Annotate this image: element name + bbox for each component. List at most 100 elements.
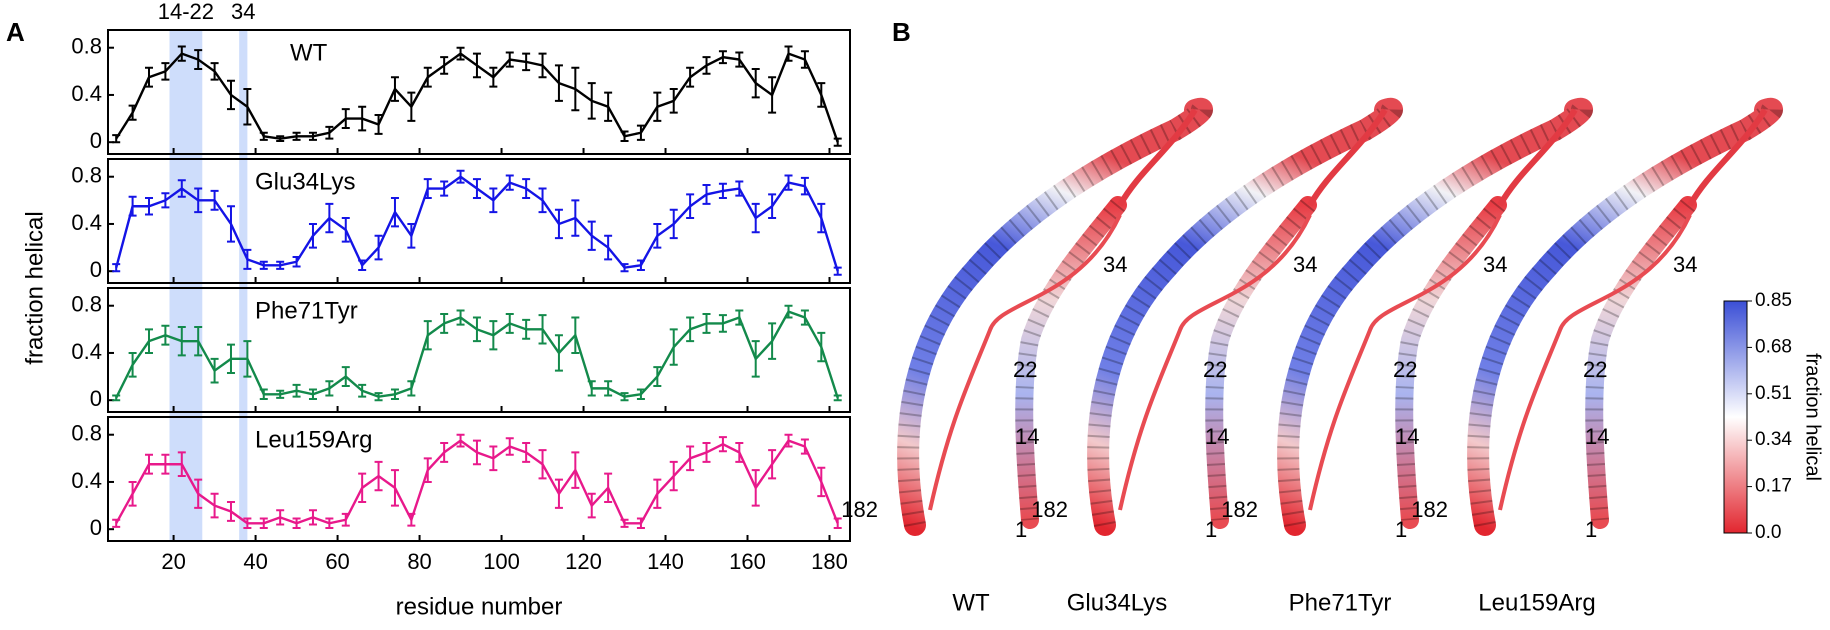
error-bar (194, 187, 203, 214)
colorbar-tick-label: 0.85 (1755, 290, 1792, 311)
error-bar (768, 193, 777, 220)
x-tick-label: 160 (729, 549, 766, 574)
ribbon-turns (1015, 199, 1126, 521)
error-bar (226, 501, 235, 522)
y-tick-label: 0.4 (71, 339, 102, 364)
error-bar (833, 394, 842, 402)
error-bar (374, 234, 383, 261)
error-bar (751, 340, 760, 378)
error-bar (718, 182, 727, 199)
x-tick-label: 180 (811, 549, 848, 574)
error-bar (144, 453, 153, 475)
error-bar (751, 67, 760, 99)
error-bar (735, 51, 744, 68)
error-bar (128, 195, 137, 217)
highlight-label: 14-22 (158, 0, 214, 24)
colorbar (1723, 300, 1748, 534)
error-bar (702, 312, 711, 334)
loop (1118, 214, 1312, 511)
error-bar (669, 88, 678, 114)
error-bar (325, 202, 334, 234)
error-bar (489, 66, 498, 88)
error-bar (636, 124, 645, 141)
error-bar (768, 449, 777, 480)
error-bar (505, 51, 514, 68)
y-tick-label: 0.4 (71, 81, 102, 106)
protein-structure (1087, 97, 1403, 536)
error-bar (407, 91, 416, 122)
x-tick-label: 120 (565, 549, 602, 574)
error-bar (571, 316, 580, 354)
error-bar (325, 517, 334, 530)
error-bar (390, 469, 399, 507)
plot-frame (107, 158, 851, 284)
error-bar (554, 208, 563, 240)
error-bar (407, 380, 416, 397)
error-bar (177, 325, 186, 357)
error-bar (226, 343, 235, 375)
error-bar (161, 453, 170, 475)
error-bar (587, 380, 596, 397)
error-bar (571, 451, 580, 489)
x-tick-label: 20 (161, 549, 185, 574)
error-bar (194, 478, 203, 509)
error-bar (636, 388, 645, 401)
error-bar (177, 179, 186, 198)
error-bar (751, 469, 760, 507)
colorbar-tick-label: 0.68 (1755, 336, 1792, 357)
error-bar (538, 314, 547, 345)
error-bar (292, 131, 301, 141)
error-bar (636, 259, 645, 272)
ribbon (1205, 196, 1317, 529)
error-bar (702, 441, 711, 463)
error-bar (784, 304, 793, 319)
colorbar-tick-label: 0.17 (1755, 476, 1792, 497)
y-tick-label: 0.8 (71, 421, 102, 446)
error-bar (440, 180, 449, 197)
error-bar (259, 131, 268, 141)
y-tick-label: 0 (90, 515, 102, 540)
error-bar (800, 438, 809, 455)
error-bar (210, 492, 219, 519)
error-bar (833, 517, 842, 530)
error-bar (259, 388, 268, 401)
error-bar (735, 180, 744, 197)
error-bar (440, 441, 449, 463)
error-bar (374, 114, 383, 135)
error-bar (505, 174, 514, 191)
error-bar (538, 449, 547, 480)
error-bar (423, 178, 432, 199)
error-bar (243, 88, 252, 126)
colorbar-tick-label: 0.51 (1755, 383, 1792, 404)
error-bar (505, 312, 514, 334)
loop (928, 214, 1122, 511)
error-bar (374, 392, 383, 402)
residue-label: 1 (1205, 517, 1217, 542)
x-tick-label: 80 (407, 549, 431, 574)
error-bar (144, 66, 153, 88)
residue-label: 14 (1395, 424, 1419, 449)
error-bar (341, 366, 350, 388)
highlight-label: 34 (231, 0, 255, 24)
error-bar (194, 325, 203, 357)
variant-name: Glu34Lys (1067, 589, 1168, 616)
error-bar (341, 217, 350, 243)
y-tick-label: 0.8 (71, 34, 102, 59)
error-bar (341, 108, 350, 130)
error-bar (325, 380, 334, 397)
y-tick-label: 0.8 (71, 292, 102, 317)
error-bar (505, 437, 514, 456)
error-bar (292, 383, 301, 398)
highlight-band (239, 30, 248, 541)
error-bar (800, 50, 809, 69)
error-bar (308, 222, 317, 249)
error-bar (620, 263, 629, 273)
x-axis-label: residue number (396, 593, 563, 620)
error-bar (456, 309, 465, 326)
error-bar (456, 46, 465, 61)
error-bar (489, 320, 498, 351)
error-bar (620, 130, 629, 143)
error-bar (112, 518, 121, 528)
residue-label: 182 (841, 497, 878, 522)
